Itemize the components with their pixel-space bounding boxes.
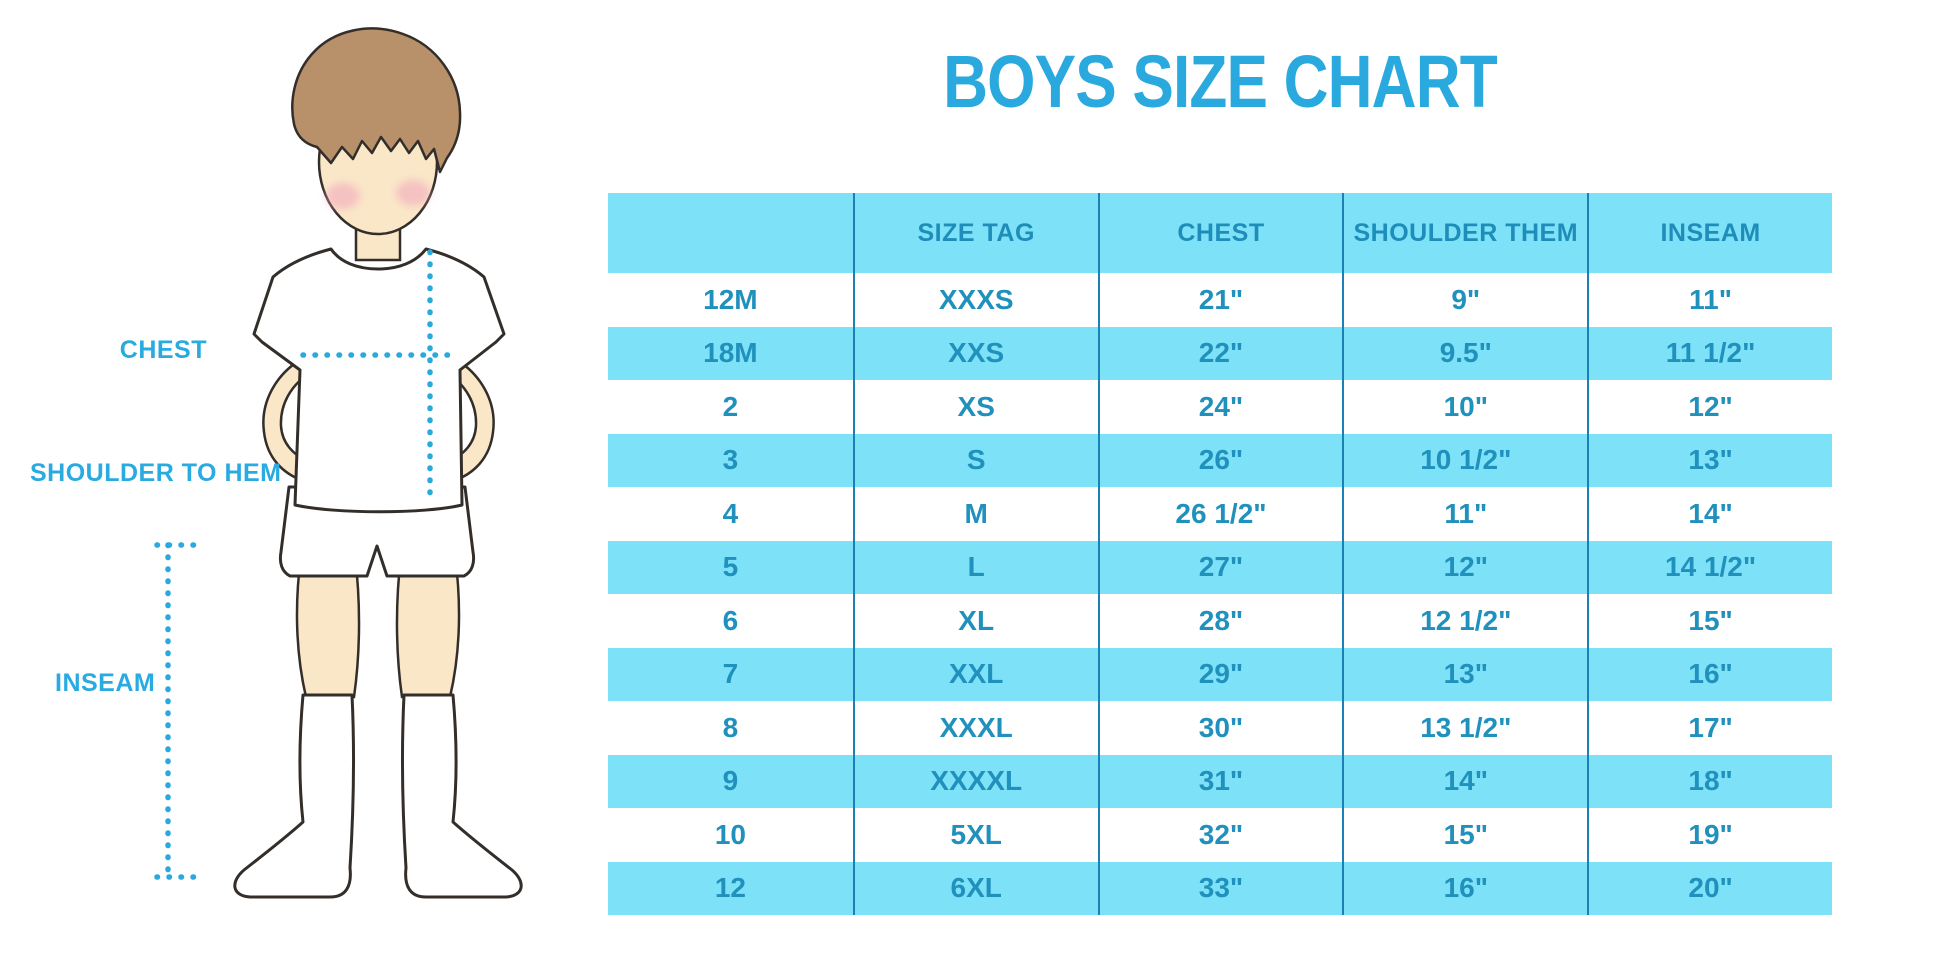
table-cell: S: [852, 433, 1098, 487]
table-cell: 30": [1097, 701, 1343, 755]
table-cell: XXL: [852, 647, 1098, 701]
figure-leg-left: [295, 554, 361, 699]
table-row: 6 XL 28" 12 1/2" 15": [608, 594, 1832, 648]
figure-cheek-right: [396, 180, 430, 206]
table-cell: 26 1/2": [1097, 487, 1343, 541]
table-cell: 14 1/2": [1587, 540, 1832, 594]
table-cell: XS: [852, 380, 1098, 434]
table-row: 5 L 27" 12" 14 1/2": [608, 540, 1832, 594]
table-cell: 12": [1587, 380, 1832, 434]
table-cell: 13": [1342, 647, 1587, 701]
table-cell: 28": [1097, 594, 1343, 648]
table-cell: 6XL: [852, 861, 1098, 915]
table-cell: XXS: [852, 326, 1098, 380]
table-cell: M: [852, 487, 1098, 541]
table-cell: 11": [1342, 487, 1587, 541]
table-cell: 7: [722, 658, 739, 690]
table-header-chest: CHEST: [1097, 193, 1343, 273]
table-row: 3 S 26" 10 1/2" 13": [608, 433, 1832, 487]
table-row: 7 XXL 29" 13" 16": [608, 647, 1832, 701]
table-body: 12M XXXS 21" 9" 11" 18M XXS 22" 9.5" 11 1/2" 2 XS 24…: [608, 273, 1832, 915]
table-cell: 26": [1097, 433, 1343, 487]
table-row: 4 M 26 1/2" 11" 14": [608, 487, 1832, 541]
table-cell: 13 1/2": [1342, 701, 1587, 755]
table-header-inseam: INSEAM: [1587, 193, 1832, 273]
table-header-size-tag: SIZE TAG: [852, 193, 1098, 273]
table-cell: 32": [1097, 808, 1343, 862]
table-cell: 17": [1587, 701, 1832, 755]
table-cell: 12": [1342, 540, 1587, 594]
table-cell: 4: [722, 497, 739, 529]
table-cell: 18M: [703, 337, 758, 369]
table-cell: 27": [1097, 540, 1343, 594]
figure-shirt: [252, 247, 506, 514]
table-cell: 16": [1342, 861, 1587, 915]
table-cell: 16": [1587, 647, 1832, 701]
boy-measurement-figure: [154, 27, 523, 899]
table-row: 8 XXXL 30" 13 1/2" 17": [608, 701, 1832, 755]
table-cell: 12: [714, 872, 746, 904]
table-row: 9 XXXXL 31" 14" 18": [608, 754, 1832, 808]
table-header-size: [608, 193, 853, 273]
table-cell: 29": [1097, 647, 1343, 701]
table-row: 18M XXS 22" 9.5" 11 1/2": [608, 326, 1832, 380]
table-cell: 20": [1587, 861, 1832, 915]
table-cell: L: [852, 540, 1098, 594]
table-cell: 12M: [703, 283, 758, 315]
table-header-shoulder: SHOULDER THEM: [1342, 193, 1587, 273]
table-cell: 18": [1587, 754, 1832, 808]
table-cell: 19": [1587, 808, 1832, 862]
table-cell: 21": [1097, 273, 1343, 327]
chest-label: CHEST: [119, 336, 207, 364]
table-cell: 9": [1342, 273, 1587, 327]
shoulder-to-hem-label: SHOULDER TO HEM: [30, 459, 282, 487]
size-table: SIZE TAG CHEST SHOULDER THEM INSEAM 12M X…: [608, 193, 1832, 915]
table-cell: 14": [1342, 754, 1587, 808]
table-row: 12 6XL 33" 16" 20": [608, 861, 1832, 915]
table-cell: 9.5": [1342, 326, 1587, 380]
table-cell: 8: [722, 711, 739, 743]
table-cell: 3: [722, 444, 739, 476]
table-cell: 2: [722, 390, 739, 422]
table-cell: 15": [1342, 808, 1587, 862]
table-header-row: SIZE TAG CHEST SHOULDER THEM INSEAM: [608, 193, 1832, 273]
table-cell: 24": [1097, 380, 1343, 434]
table-cell: 11": [1587, 273, 1832, 327]
table-cell: 10 1/2": [1342, 433, 1587, 487]
table-cell: 10: [714, 818, 746, 850]
figure-hair: [291, 27, 462, 174]
table-cell: 31": [1097, 754, 1343, 808]
inseam-label: INSEAM: [55, 669, 156, 697]
table-cell: 12 1/2": [1342, 594, 1587, 648]
page-title: BOYS SIZE CHART: [943, 39, 1498, 123]
table-cell: 10": [1342, 380, 1587, 434]
table-cell: 6: [722, 604, 739, 636]
table-row: 12M XXXS 21" 9" 11": [608, 273, 1832, 327]
figure-sock-right: [401, 693, 523, 899]
table-cell: 5XL: [852, 808, 1098, 862]
table-cell: 15": [1587, 594, 1832, 648]
figure-cheek-left: [326, 183, 360, 209]
table-cell: 14": [1587, 487, 1832, 541]
table-cell: 33": [1097, 861, 1343, 915]
table-cell: XXXS: [852, 273, 1098, 327]
table-cell: XL: [852, 594, 1098, 648]
table-cell: 5: [722, 551, 739, 583]
figure-sock-left: [233, 693, 355, 899]
table-cell: XXXXL: [852, 754, 1098, 808]
table-cell: 11 1/2": [1587, 326, 1832, 380]
table-cell: 9: [722, 765, 739, 797]
table-row: 2 XS 24" 10" 12": [608, 380, 1832, 434]
table-cell: 22": [1097, 326, 1343, 380]
table-row: 10 5XL 32" 15" 19": [608, 808, 1832, 862]
table-cell: XXXL: [852, 701, 1098, 755]
table-cell: 13": [1587, 433, 1832, 487]
